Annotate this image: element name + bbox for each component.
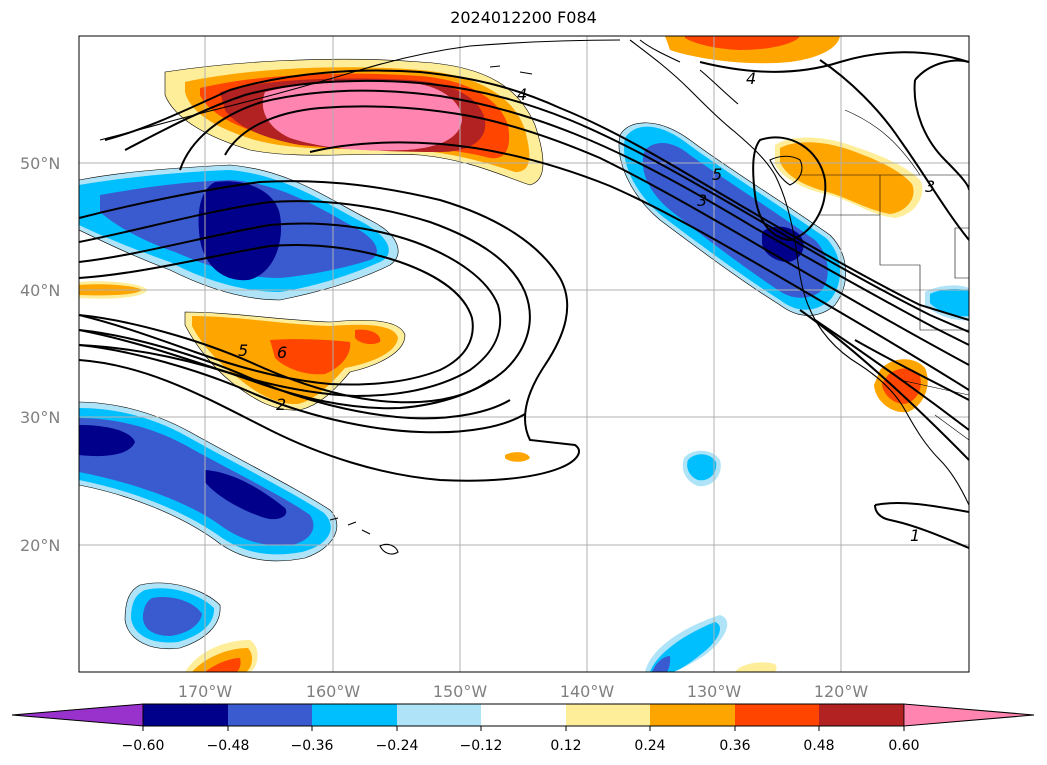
- contour-lines: [79, 51, 969, 549]
- lon-label: 140°W: [560, 682, 615, 701]
- lon-label: 120°W: [814, 682, 869, 701]
- borders: [800, 109, 969, 441]
- colorbar-low-extend: [11, 703, 144, 727]
- contour-label: 6: [277, 343, 287, 362]
- colorbar-bin: [481, 704, 566, 726]
- contour-label: 4: [746, 69, 756, 88]
- colorbar-tick-label: 0.36: [719, 738, 750, 754]
- lat-label: 30°N: [20, 408, 60, 427]
- colorbar-tick-label: −0.48: [207, 738, 250, 754]
- colorbar-bin: [650, 704, 735, 726]
- contour-label: 1: [910, 526, 920, 545]
- lat-label: 40°N: [20, 281, 60, 300]
- colorbar-tick-label: 0.24: [634, 738, 665, 754]
- lat-label: 20°N: [20, 536, 60, 555]
- contour-label: 3: [925, 177, 935, 196]
- colorbar-bin: [312, 704, 397, 726]
- colorbar-bin: [397, 704, 481, 726]
- colorbar-high-extend: [903, 703, 1035, 727]
- colorbar-tick-label: 0.60: [888, 738, 919, 754]
- lat-label: 50°N: [20, 154, 60, 173]
- contour-label: 5: [712, 165, 722, 184]
- map-title: 2024012200 F084: [450, 8, 597, 27]
- map-frame: [78, 35, 970, 673]
- colorbar-tick-label: −0.60: [122, 738, 165, 754]
- colorbar: −0.60 −0.48 −0.36 −0.24 −0.12 0.12 0.24 …: [11, 703, 1035, 754]
- contour-label-group: 4 5 3 2 5 6 4 3 1: [238, 69, 935, 545]
- colorbar-bin: [819, 704, 904, 726]
- colorbar-bin: [566, 704, 650, 726]
- gridlines: [79, 36, 969, 672]
- colorbar-tick-label: −0.12: [460, 738, 503, 754]
- colorbar-tick-label: 0.48: [803, 738, 834, 754]
- colorbar-bin: [143, 704, 228, 726]
- colorbar-bin: [228, 704, 312, 726]
- colorbar-tick-label: −0.36: [291, 738, 334, 754]
- contour-label: 2: [276, 395, 286, 414]
- colorbar-bin: [735, 704, 819, 726]
- contour-label: 5: [238, 341, 248, 360]
- lon-label: 150°W: [433, 682, 488, 701]
- contour-label: 4: [517, 85, 527, 104]
- colorbar-tick-label: 0.12: [550, 738, 581, 754]
- lon-label: 170°W: [178, 682, 233, 701]
- contour-label: 3: [697, 191, 707, 210]
- lon-label: 160°W: [306, 682, 361, 701]
- colorbar-tick-label: −0.24: [376, 738, 419, 754]
- lon-label: 130°W: [687, 682, 742, 701]
